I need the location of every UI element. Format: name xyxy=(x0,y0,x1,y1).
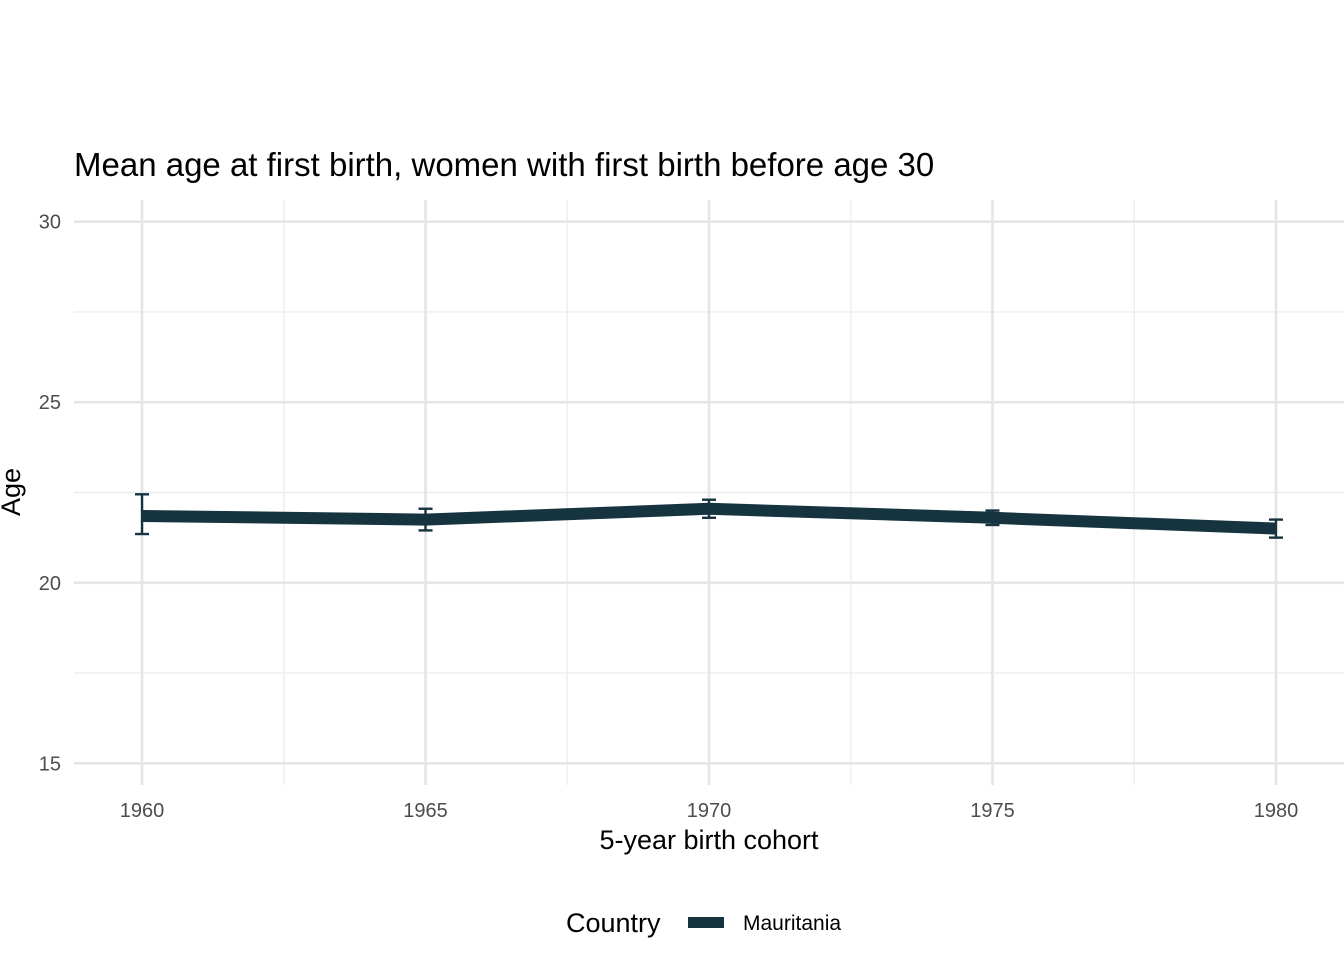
x-tick-label: 1975 xyxy=(970,800,1015,822)
series-layer xyxy=(135,493,1283,539)
x-tick-label: 1965 xyxy=(403,800,448,822)
chart-title: Mean age at first birth, women with firs… xyxy=(74,146,934,183)
y-tick-label: 20 xyxy=(39,573,61,595)
legend-label-mauritania: Mauritania xyxy=(743,912,841,935)
legend: Country Mauritania xyxy=(566,908,841,938)
legend-title: Country xyxy=(566,908,661,938)
y-tick-label: 30 xyxy=(39,212,61,234)
y-axis-title: Age xyxy=(0,468,26,516)
series-line-mauritania xyxy=(141,502,1277,535)
grid xyxy=(74,200,1344,785)
x-tick-label: 1970 xyxy=(687,800,732,822)
y-tick-labels: 15 20 25 30 xyxy=(39,212,61,776)
legend-key-mauritania xyxy=(688,917,724,928)
y-tick-label: 15 xyxy=(39,753,61,775)
x-axis-title: 5-year birth cohort xyxy=(599,825,819,855)
x-tick-labels: 1960 1965 1970 1975 1980 xyxy=(120,800,1298,822)
x-tick-label: 1980 xyxy=(1254,800,1299,822)
x-tick-label: 1960 xyxy=(120,800,165,822)
y-tick-label: 25 xyxy=(39,392,61,414)
